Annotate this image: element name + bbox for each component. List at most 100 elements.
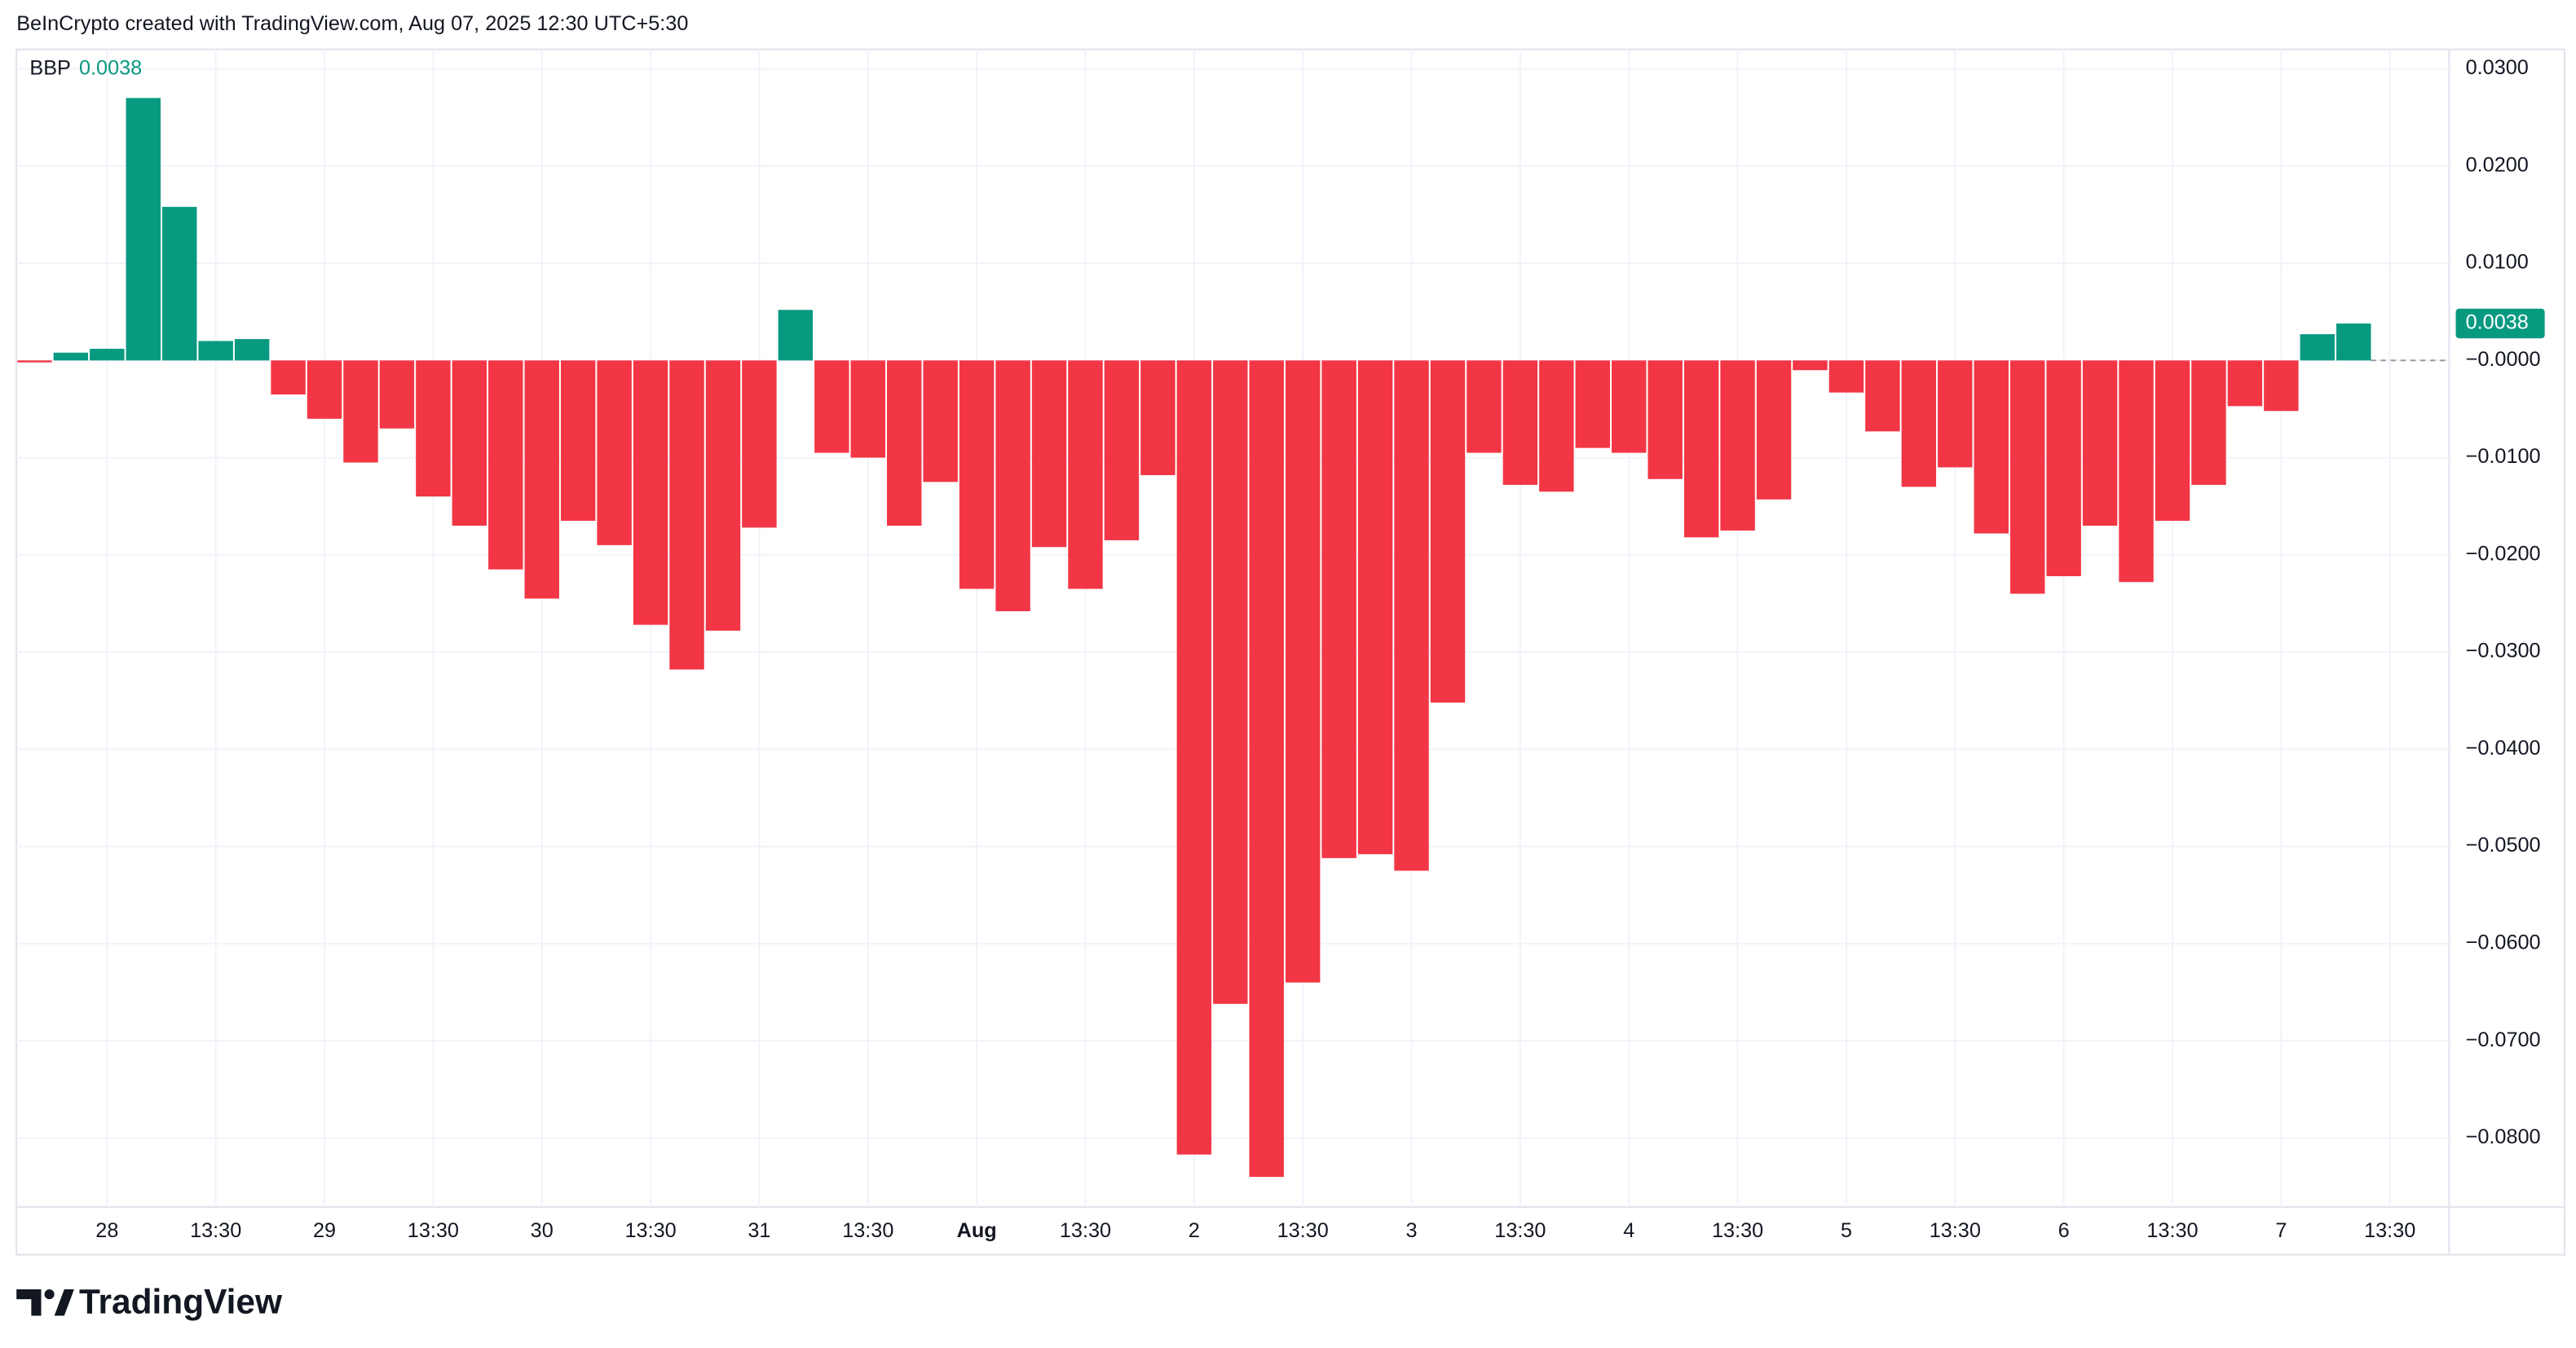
bar <box>1901 360 1937 487</box>
x-tick-label: 13:30 <box>190 1219 241 1242</box>
bar <box>1140 360 1176 475</box>
bar <box>1612 360 1647 453</box>
bar <box>1249 360 1284 1178</box>
y-tick-label: −0.0500 <box>2466 834 2541 857</box>
y-tick-label: −0.0800 <box>2466 1126 2541 1148</box>
y-tick-label: −0.0200 <box>2466 542 2541 565</box>
bar <box>2082 360 2118 526</box>
x-tick-label: 13:30 <box>2146 1219 2198 1242</box>
bar <box>17 360 52 363</box>
bar <box>307 360 342 419</box>
bar <box>2119 360 2154 583</box>
x-tick-label: 29 <box>313 1219 336 1242</box>
bar <box>1865 360 1900 432</box>
bar <box>560 360 596 522</box>
bar <box>1104 360 1140 540</box>
x-tick-label: 13:30 <box>1060 1219 1111 1242</box>
bar <box>416 360 451 497</box>
x-tick-label: 28 <box>95 1219 118 1242</box>
bar <box>705 360 741 631</box>
bar <box>887 360 922 526</box>
bar <box>1502 360 1538 485</box>
bar <box>633 360 668 625</box>
bar <box>742 360 777 528</box>
bar <box>1828 360 1864 393</box>
last-value-box <box>2455 308 2545 339</box>
x-tick-label: 6 <box>2058 1219 2070 1242</box>
x-tick-label: 30 <box>531 1219 554 1242</box>
x-tick-label: 13:30 <box>2364 1219 2415 1242</box>
bar <box>1467 360 1502 453</box>
bar <box>923 360 958 482</box>
bar <box>162 206 197 361</box>
y-tick-label: −0.0600 <box>2466 932 2541 954</box>
bar <box>1756 360 1792 500</box>
bar <box>1430 360 1466 703</box>
bar <box>1938 360 1973 468</box>
bar <box>1720 360 1755 531</box>
bar <box>1683 360 1719 538</box>
tradingview-logo <box>16 1289 74 1316</box>
bar <box>995 360 1030 611</box>
bar <box>1974 360 2009 534</box>
x-tick-label: 3 <box>1406 1219 1418 1242</box>
x-tick-label: 4 <box>1623 1219 1634 1242</box>
y-tick-label: −0.0000 <box>2466 348 2541 371</box>
bar <box>126 98 161 361</box>
bar <box>1793 360 1828 371</box>
y-tick-label: −0.0700 <box>2466 1029 2541 1051</box>
bar <box>2300 334 2336 361</box>
labels: 0.0300 0.0200 0.0100 −0.0000 −0.0100 −0.0200 −… <box>95 56 2540 1242</box>
x-tick-label: 13:30 <box>842 1219 893 1242</box>
bar <box>2009 360 2045 594</box>
y-tick-label: −0.0400 <box>2466 737 2541 760</box>
bar <box>198 341 233 361</box>
bars <box>17 98 2450 1178</box>
bar <box>1321 360 1356 858</box>
legend-name: BBP <box>29 57 71 80</box>
bar <box>1031 360 1067 548</box>
bar <box>814 360 849 453</box>
x-tick-label: 7 <box>2275 1219 2287 1242</box>
bar <box>1539 360 1574 492</box>
bar <box>2046 360 2081 577</box>
x-tick-label: 13:30 <box>1277 1219 1329 1242</box>
x-tick-label: 13:30 <box>1494 1219 1546 1242</box>
bar <box>1176 360 1212 1155</box>
bar <box>524 360 559 599</box>
bar <box>379 360 415 429</box>
y-tick-label: 0.0300 <box>2466 56 2529 79</box>
bar <box>90 348 125 361</box>
bar <box>1357 360 1393 855</box>
y-tick-label: −0.0300 <box>2466 640 2541 663</box>
x-tick-label: 13:30 <box>1930 1219 1981 1242</box>
y-tick-label: 0.0200 <box>2466 153 2529 176</box>
bar <box>959 360 995 589</box>
x-tick-label: Aug <box>957 1219 997 1242</box>
x-tick-label: 13:30 <box>408 1219 459 1242</box>
bar <box>597 360 632 545</box>
bar <box>2264 360 2299 412</box>
bar <box>850 360 885 458</box>
x-tick-label: 31 <box>748 1219 770 1242</box>
legend-value: 0.0038 <box>79 57 142 80</box>
bar <box>1285 360 1321 983</box>
x-tick-label: 2 <box>1189 1219 1200 1242</box>
bar <box>2227 360 2263 407</box>
x-tick-label: 5 <box>1841 1219 1852 1242</box>
bar <box>1394 360 1429 871</box>
bar <box>271 360 306 395</box>
bar <box>343 360 378 463</box>
y-tick-label: 0.0100 <box>2466 251 2529 274</box>
bar <box>2155 360 2190 522</box>
bar <box>53 352 89 361</box>
bar <box>1068 360 1103 589</box>
bar <box>1213 360 1248 1004</box>
bar <box>1647 360 1683 479</box>
bar <box>778 310 814 361</box>
bar <box>669 360 704 670</box>
bar <box>234 339 270 361</box>
last-value-label: 0.0038 <box>2466 311 2529 334</box>
